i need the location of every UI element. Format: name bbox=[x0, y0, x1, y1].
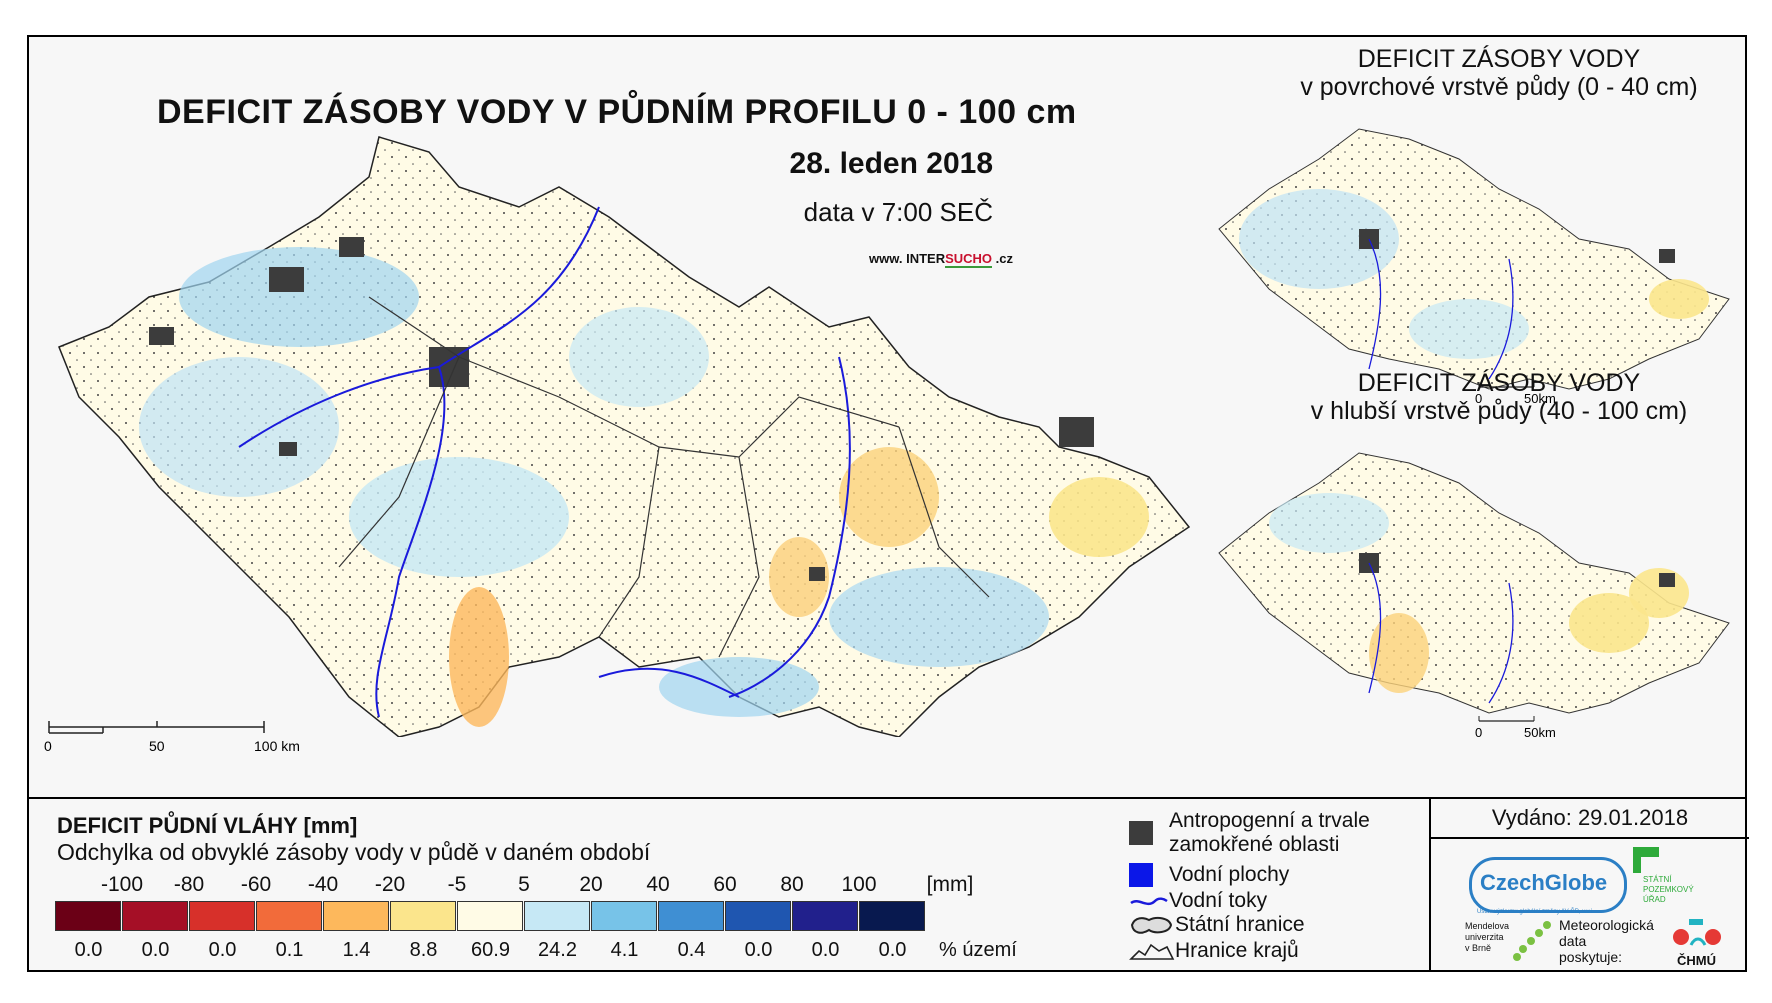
legend-percentage: 0.0 bbox=[811, 939, 840, 961]
legend-title: DEFICIT PŮDNÍ VLÁHY [mm] bbox=[57, 813, 358, 838]
website-link[interactable]: www. INTERSUCHO .cz bbox=[869, 251, 1013, 268]
czechglobe-subtitle: Ústav výzkumu globální změny AV ČR, v.v.… bbox=[1477, 909, 1594, 915]
water-body-swatch-icon bbox=[1129, 863, 1153, 887]
legend-tick: 100 bbox=[841, 873, 877, 896]
legend-swatch bbox=[323, 901, 389, 931]
legend-percentages: 0.0 0.0 0.0 0.1 1.4 8.8 60.9 24.2 4.1 0.4 0.0 0.0 0.… bbox=[29, 939, 979, 963]
legend-percentage: 0.1 bbox=[275, 939, 304, 961]
legend-percentage: 0.4 bbox=[677, 939, 706, 961]
legend-percentage: 0.0 bbox=[74, 939, 103, 961]
map-title: DEFICIT ZÁSOBY VODY V PŮDNÍM PROFILU 0 -… bbox=[157, 93, 1077, 131]
inset-top-scale: 0 50km bbox=[1475, 382, 1556, 406]
scale-label-100: 100 km bbox=[254, 738, 300, 754]
legend-tick: -60 bbox=[240, 873, 272, 896]
legend-swatch bbox=[256, 901, 322, 931]
legend-swatch bbox=[658, 901, 724, 931]
legend-tick: -5 bbox=[447, 873, 467, 896]
legend-tick: 20 bbox=[579, 873, 603, 896]
meteo-text: Meteorologická data poskytuje: bbox=[1559, 917, 1654, 965]
legend-tick: -40 bbox=[307, 873, 339, 896]
legend-percentage: 0.0 bbox=[208, 939, 237, 961]
legend-swatch bbox=[457, 901, 523, 931]
svg-text:50km: 50km bbox=[1524, 391, 1556, 406]
mendel-text: Mendelova univerzita v Brně bbox=[1465, 921, 1510, 953]
inset-top-title: DEFICIT ZÁSOBY VODY v povrchové vrstvě p… bbox=[1300, 45, 1698, 101]
svg-text:0: 0 bbox=[1475, 391, 1482, 406]
legend-tick: -20 bbox=[374, 873, 406, 896]
main-map bbox=[58, 136, 1191, 737]
svg-text:0: 0 bbox=[1475, 725, 1482, 740]
legend-anthropogenic: Antropogenní a trvale zamokřené oblasti bbox=[1129, 809, 1370, 857]
inset-bottom-scale: 0 50km bbox=[1475, 716, 1556, 740]
legend-tick: -80 bbox=[173, 873, 205, 896]
chmu-text: ČHMÚ bbox=[1677, 953, 1716, 968]
legend-percentage: 60.9 bbox=[471, 939, 510, 961]
legend-swatch bbox=[591, 901, 657, 931]
spu-text: STÁTNÍ POZEMKOVÝ ÚŘAD bbox=[1643, 875, 1694, 904]
czechglobe-logo: CzechGlobe bbox=[1469, 857, 1627, 913]
data-time: data v 7:00 SEČ bbox=[803, 197, 993, 227]
legend-subtitle: Odchylka od obvyklé zásoby vody v půdě v… bbox=[57, 839, 651, 865]
river-line-icon bbox=[1130, 897, 1168, 906]
legend-swatch bbox=[859, 901, 925, 931]
legend-swatch bbox=[792, 901, 858, 931]
legend-unit: [mm] bbox=[926, 873, 974, 896]
main-scale-bar: 0 50 100 km bbox=[44, 721, 300, 754]
legend-tick: 5 bbox=[518, 873, 530, 896]
mendel-logo-icon bbox=[1513, 921, 1551, 961]
issued-date: Vydáno: 29.01.2018 bbox=[1431, 799, 1749, 839]
legend-percentage: 1.4 bbox=[342, 939, 371, 961]
map-area: 0 50 100 km DEFICIT ZÁSOBY VODY V PŮDNÍM… bbox=[29, 37, 1745, 797]
legend-swatch bbox=[524, 901, 590, 931]
legend-swatch bbox=[189, 901, 255, 931]
legend-panel: DEFICIT PŮDNÍ VLÁHY [mm] Odchylka od obv… bbox=[29, 797, 1749, 974]
legend-ticks: -100 -80 -60 -40 -20 -5 5 20 40 60 80 100 [mm] bbox=[29, 873, 973, 897]
scale-label-0: 0 bbox=[44, 738, 52, 754]
region-border-icon bbox=[1129, 943, 1175, 960]
logos: CzechGlobe Ústav výzkumu globální změny … bbox=[1431, 839, 1749, 972]
map-frame: 0 50 100 km DEFICIT ZÁSOBY VODY V PŮDNÍM… bbox=[27, 35, 1749, 974]
legend-water-bodies: Vodní plochy bbox=[1129, 863, 1289, 887]
legend-tick: -100 bbox=[100, 873, 144, 896]
legend-percentage: 4.1 bbox=[610, 939, 639, 961]
inset-bottom-map bbox=[1218, 452, 1730, 714]
map-date: 28. leden 2018 bbox=[789, 147, 993, 180]
legend-state-border: Státní hranice bbox=[1129, 913, 1305, 937]
anthropogenic-swatch-icon bbox=[1129, 821, 1153, 845]
scale-label-50: 50 bbox=[149, 738, 165, 754]
legend-percentage: 0.0 bbox=[744, 939, 773, 961]
legend-region-border: Hranice krajů bbox=[1129, 939, 1299, 963]
percent-label: % území bbox=[939, 939, 1017, 961]
issue-and-logos: Vydáno: 29.01.2018 CzechGlobe Ústav výzk… bbox=[1429, 799, 1749, 972]
legend-tick: 40 bbox=[646, 873, 670, 896]
legend-percentage: 0.0 bbox=[878, 939, 907, 961]
legend-tick: 60 bbox=[713, 873, 737, 896]
spu-logo bbox=[1633, 847, 1659, 873]
inset-bottom-title: DEFICIT ZÁSOBY VODY v hlubší vrstvě půdy… bbox=[1310, 369, 1688, 425]
legend-rivers: Vodní toky bbox=[1129, 889, 1267, 913]
legend-swatch bbox=[725, 901, 791, 931]
legend-swatch bbox=[390, 901, 456, 931]
legend-tick: 80 bbox=[780, 873, 804, 896]
state-border-icon bbox=[1130, 916, 1173, 934]
inset-top-map bbox=[1218, 128, 1730, 390]
svg-text:50km: 50km bbox=[1524, 725, 1556, 740]
legend-swatch bbox=[55, 901, 121, 931]
legend-percentage: 0.0 bbox=[141, 939, 170, 961]
legend-percentage: 8.8 bbox=[409, 939, 438, 961]
legend-swatch bbox=[122, 901, 188, 931]
legend-percentage: 24.2 bbox=[538, 939, 577, 961]
chmu-logo-icon bbox=[1673, 919, 1721, 946]
legend-swatches bbox=[55, 901, 926, 931]
